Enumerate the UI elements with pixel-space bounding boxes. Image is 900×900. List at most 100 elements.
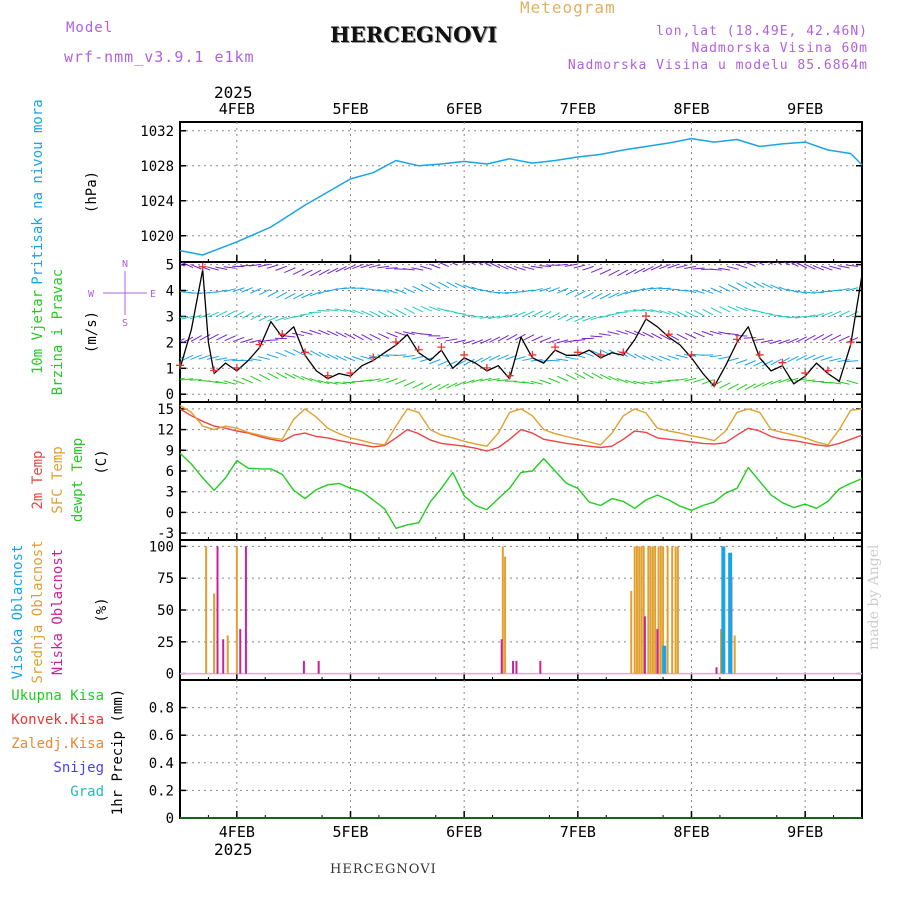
wind-arrow xyxy=(266,264,279,269)
wind-arrow xyxy=(276,291,288,299)
wind-arrow xyxy=(420,305,432,312)
wind-arrow xyxy=(564,356,577,360)
cloud-bar-cloud_mid xyxy=(640,546,643,674)
clouds-ytick-label: 50 xyxy=(157,603,174,619)
wind-arrow xyxy=(556,339,569,344)
wind-arrow xyxy=(335,354,347,361)
wind-arrow xyxy=(625,351,637,359)
wind-arrow xyxy=(616,291,629,297)
temperature-ytick-label: 9 xyxy=(166,443,174,459)
wind-arrow xyxy=(190,263,202,270)
wind-arrow xyxy=(471,378,484,383)
cloud-bar-cloud_mid xyxy=(733,635,736,674)
wind-arrow xyxy=(812,265,825,271)
wind-arrow xyxy=(803,379,816,382)
wind-axis-title-2: Brzina i Pravac xyxy=(50,269,66,395)
wind-arrow xyxy=(719,382,731,389)
wind-arrow xyxy=(301,375,313,382)
wind-arrow xyxy=(752,338,765,342)
wind-arrow xyxy=(232,379,245,385)
wind-arrow xyxy=(395,308,407,316)
wind-arrow xyxy=(428,306,441,312)
wind-arrow xyxy=(403,380,415,387)
wind-arrow xyxy=(326,308,339,312)
elevation: Nadmorska Visina 60m xyxy=(691,41,868,56)
wind-arrow xyxy=(573,339,586,342)
wind-arrow xyxy=(820,265,833,271)
x-label-top: 9FEB xyxy=(787,100,823,118)
x-label-bottom: 8FEB xyxy=(673,823,709,841)
wind-ytick-label: 2 xyxy=(166,335,174,351)
x-label-top: 4FEB xyxy=(219,100,255,118)
wind-arrow xyxy=(675,264,688,269)
wind-arrow xyxy=(624,379,637,385)
temperature-ytick-label: 15 xyxy=(157,402,174,418)
wind-arrow xyxy=(206,355,219,360)
wind-arrow xyxy=(377,377,390,382)
wind-arrow xyxy=(181,354,194,361)
wind-arrow xyxy=(463,284,475,290)
wind-arrow xyxy=(795,378,807,382)
wind-arrow xyxy=(283,335,296,338)
wind-arrow xyxy=(582,316,594,322)
wind-arrow xyxy=(650,264,663,271)
wind-arrow xyxy=(564,263,577,267)
precip-axis-title: 1hr Precip (mm) xyxy=(110,689,126,815)
wind-arrow xyxy=(522,289,535,293)
precip-ytick-label: 0 xyxy=(166,811,174,827)
cloud-bar-cloud_low xyxy=(317,660,320,674)
wind-arrow xyxy=(573,264,586,269)
wind-arrow xyxy=(565,289,577,296)
wind-arrow xyxy=(761,380,773,387)
wind-arrow xyxy=(327,353,339,360)
gust-mark xyxy=(176,361,184,370)
wind-arrow xyxy=(649,381,662,384)
wind-arrow xyxy=(198,354,211,360)
precip-panel: 0 0.2 0.4 0.6 0.8 Ukupna Kisa Konvek.Kisa Zaled… xyxy=(11,679,863,827)
wind-arrow xyxy=(462,339,475,345)
wind-arrow xyxy=(471,339,484,345)
wind-arrow xyxy=(496,379,509,382)
wind-arrow xyxy=(224,380,236,385)
wind-arrow xyxy=(684,289,697,294)
wind-arrow xyxy=(318,351,330,359)
wind-arrow xyxy=(574,290,586,298)
wind-arrow xyxy=(215,266,228,270)
wind-arrow xyxy=(837,287,850,292)
wind-arrow xyxy=(513,356,526,361)
precip-legend-item: Ukupna Kisa xyxy=(11,688,104,704)
precip-legend-item: Grad xyxy=(70,784,104,800)
cloud-bar-cloud_low xyxy=(643,616,646,674)
wind-arrow xyxy=(369,310,381,318)
precip-ytick-label: 0.6 xyxy=(149,728,174,744)
wind-arrow xyxy=(216,334,228,341)
wind-arrow xyxy=(462,314,475,317)
cloud-bar-cloud_mid xyxy=(642,546,645,674)
precip-legend: Ukupna Kisa Konvek.Kisa Zaledj.Kisa Snijeg G… xyxy=(11,688,104,800)
gust-mark xyxy=(460,350,469,359)
wind-arrow xyxy=(463,379,475,385)
pressure-line xyxy=(179,137,863,256)
wind-arrow xyxy=(548,377,560,384)
wind-arrow xyxy=(651,332,663,340)
x-label-bottom: 7FEB xyxy=(560,823,596,841)
wind-arrow xyxy=(574,316,586,322)
wind-arrow xyxy=(412,306,424,313)
wind-arrow xyxy=(479,377,492,382)
wind-arrow xyxy=(675,378,688,382)
wind-arrow xyxy=(488,378,501,382)
clouds-ytick-label: 75 xyxy=(157,571,174,587)
cloud-bar-cloud_low xyxy=(239,629,242,674)
wind-arrow xyxy=(378,310,390,318)
wind-arrow xyxy=(727,383,739,390)
wind-arrow xyxy=(215,380,228,385)
wind-arrow xyxy=(718,267,731,271)
wind-arrow xyxy=(454,380,467,387)
wind-arrow xyxy=(436,336,449,339)
wind-arrow xyxy=(318,269,330,276)
gust-mark xyxy=(369,353,378,362)
wind-arrow xyxy=(326,330,339,337)
precip-ytick-label: 0.2 xyxy=(149,783,174,799)
cloud-bar-cloud_low xyxy=(515,660,518,674)
wind-arrow xyxy=(830,334,842,341)
